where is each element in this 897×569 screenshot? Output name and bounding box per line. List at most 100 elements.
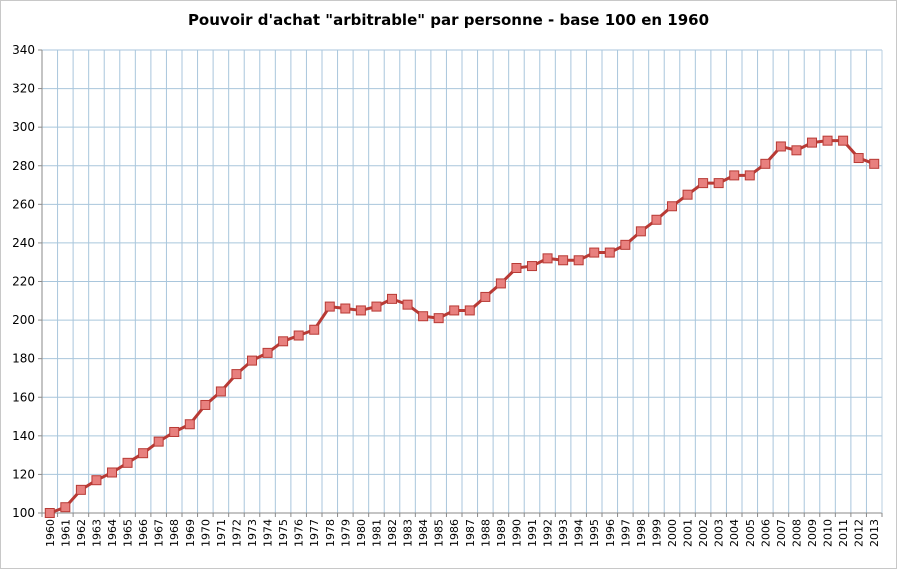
y-tick-label: 140 bbox=[12, 429, 35, 443]
x-tick-label: 1962 bbox=[75, 519, 88, 547]
y-tick-label: 300 bbox=[12, 120, 35, 134]
x-tick-label: 1973 bbox=[246, 519, 259, 547]
x-tick-label: 2011 bbox=[837, 519, 850, 547]
x-tick-label: 1995 bbox=[588, 519, 601, 547]
y-tick-label: 320 bbox=[12, 82, 35, 96]
x-tick-label: 1961 bbox=[59, 519, 72, 547]
data-point-marker bbox=[184, 419, 195, 430]
x-tick-label: 1994 bbox=[573, 519, 586, 547]
x-tick-label: 1989 bbox=[495, 519, 508, 547]
y-tick-label: 340 bbox=[12, 43, 35, 57]
x-tick-label: 1967 bbox=[153, 519, 166, 547]
x-tick-label: 1997 bbox=[619, 519, 632, 547]
data-point-marker bbox=[464, 305, 475, 316]
x-tick-label: 1996 bbox=[604, 519, 617, 547]
data-point-marker bbox=[527, 261, 537, 272]
data-point-marker bbox=[138, 448, 149, 459]
x-tick-label: 1999 bbox=[650, 519, 663, 547]
data-point-marker bbox=[604, 247, 615, 258]
data-point-marker bbox=[247, 355, 257, 366]
x-tick-label: 1980 bbox=[355, 519, 368, 547]
data-point-marker bbox=[667, 201, 677, 212]
data-point-marker bbox=[293, 330, 304, 341]
y-tick-label: 220 bbox=[12, 275, 35, 289]
x-tick-label: 1988 bbox=[479, 519, 492, 547]
x-tick-label: 1983 bbox=[402, 519, 415, 547]
data-point-marker bbox=[651, 214, 662, 225]
x-tick-label: 2005 bbox=[744, 519, 757, 547]
data-point-marker bbox=[402, 299, 413, 310]
data-point-marker bbox=[744, 170, 755, 181]
chart-title: Pouvoir d'achat "arbitrable" par personn… bbox=[187, 11, 710, 29]
data-point-marker bbox=[853, 153, 864, 164]
y-tick-label: 120 bbox=[12, 467, 35, 481]
x-tick-label: 1964 bbox=[106, 519, 119, 547]
data-point-marker bbox=[573, 255, 584, 266]
data-point-marker bbox=[713, 178, 724, 189]
x-tick-label: 1979 bbox=[339, 519, 352, 547]
data-point-marker bbox=[200, 399, 211, 410]
x-tick-label: 1963 bbox=[90, 519, 103, 547]
data-point-marker bbox=[340, 303, 351, 314]
data-point-marker bbox=[169, 426, 180, 437]
x-tick-label: 2006 bbox=[759, 519, 772, 547]
x-tick-label: 2004 bbox=[728, 519, 741, 547]
data-point-marker bbox=[682, 189, 693, 200]
x-tick-label: 1987 bbox=[464, 519, 477, 547]
x-tick-label: 1972 bbox=[230, 519, 243, 547]
data-point-marker bbox=[838, 135, 849, 146]
data-point-marker bbox=[278, 336, 289, 347]
data-point-marker bbox=[44, 508, 55, 518]
y-tick-label: 200 bbox=[12, 313, 35, 327]
x-tick-label: 1993 bbox=[557, 519, 570, 547]
x-tick-label: 1971 bbox=[215, 519, 228, 547]
y-tick-label: 260 bbox=[12, 197, 35, 211]
x-tick-label: 2003 bbox=[713, 519, 726, 547]
data-point-marker bbox=[760, 158, 771, 169]
data-point-marker bbox=[122, 457, 133, 468]
x-tick-label: 1960 bbox=[44, 519, 57, 547]
data-point-marker bbox=[387, 293, 397, 304]
data-point-marker bbox=[215, 386, 226, 397]
data-point-marker bbox=[418, 311, 429, 322]
data-point-marker bbox=[231, 369, 242, 380]
x-tick-label: 1966 bbox=[137, 519, 150, 547]
x-tick-label: 2013 bbox=[868, 519, 881, 547]
data-point-marker bbox=[542, 253, 553, 264]
y-tick-label: 280 bbox=[12, 159, 35, 173]
data-point-marker bbox=[558, 255, 569, 266]
x-tick-label: 1982 bbox=[386, 519, 399, 547]
data-point-marker bbox=[495, 278, 506, 289]
x-tick-label: 2000 bbox=[666, 519, 679, 547]
data-point-marker bbox=[698, 178, 709, 189]
x-tick-label: 1965 bbox=[122, 519, 135, 547]
data-point-marker bbox=[449, 305, 460, 316]
y-tick-label: 180 bbox=[12, 352, 35, 366]
x-tick-label: 1981 bbox=[370, 519, 383, 547]
x-tick-label: 1990 bbox=[510, 519, 523, 547]
x-tick-label: 1985 bbox=[433, 519, 446, 547]
x-tick-label: 1968 bbox=[168, 519, 181, 547]
data-point-marker bbox=[91, 475, 102, 486]
data-point-marker bbox=[869, 158, 880, 169]
data-point-marker bbox=[589, 247, 600, 258]
data-point-marker bbox=[262, 347, 273, 358]
data-point-marker bbox=[480, 291, 491, 302]
data-point-marker bbox=[620, 239, 631, 250]
y-tick-label: 160 bbox=[12, 390, 35, 404]
x-tick-label: 2009 bbox=[806, 519, 819, 547]
x-tick-label: 1978 bbox=[324, 519, 337, 547]
x-tick-label: 1975 bbox=[277, 519, 290, 547]
x-tick-label: 2008 bbox=[790, 519, 803, 547]
x-tick-label: 1976 bbox=[293, 519, 306, 547]
x-tick-label: 1977 bbox=[308, 519, 321, 547]
data-point-marker bbox=[433, 313, 444, 324]
x-tick-label: 1984 bbox=[417, 519, 430, 547]
data-point-marker bbox=[60, 502, 71, 513]
data-point-marker bbox=[107, 467, 117, 478]
x-tick-label: 2007 bbox=[775, 519, 788, 547]
x-tick-label: 1991 bbox=[526, 519, 539, 547]
x-tick-label: 2012 bbox=[853, 519, 866, 547]
data-point-marker bbox=[153, 436, 164, 447]
data-point-marker bbox=[775, 141, 786, 152]
